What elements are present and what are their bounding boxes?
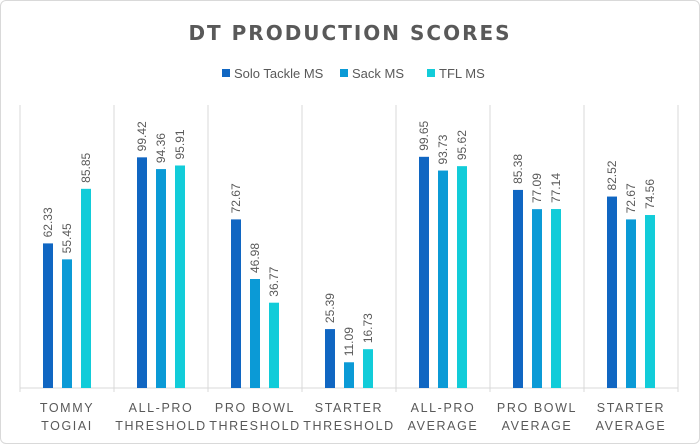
data-label: 95.62 bbox=[455, 130, 469, 160]
bar bbox=[175, 165, 185, 388]
legend: Solo Tackle MS Sack MS TFL MS bbox=[222, 66, 485, 81]
data-label: 77.09 bbox=[530, 173, 544, 203]
data-label: 77.14 bbox=[549, 173, 563, 203]
bar bbox=[532, 209, 542, 388]
data-label: 94.36 bbox=[154, 133, 168, 163]
bar bbox=[325, 329, 335, 388]
data-label: 72.67 bbox=[624, 183, 638, 213]
data-label: 36.77 bbox=[267, 266, 281, 296]
bar bbox=[626, 219, 636, 388]
data-label: 25.39 bbox=[323, 293, 337, 323]
category-label: TOMMY bbox=[40, 401, 94, 415]
bar bbox=[269, 302, 279, 388]
bar bbox=[344, 362, 354, 388]
category-label: THRESHOLD bbox=[209, 419, 301, 433]
category-label: AVERAGE bbox=[502, 419, 573, 433]
category-label: PRO BOWL bbox=[215, 401, 295, 415]
category-label: THRESHOLD bbox=[303, 419, 395, 433]
category-label: ALL-PRO bbox=[129, 401, 194, 415]
bar bbox=[645, 215, 655, 388]
bar bbox=[250, 279, 260, 388]
data-label: 99.65 bbox=[417, 120, 431, 150]
data-label: 85.85 bbox=[79, 152, 93, 182]
data-label: 85.38 bbox=[511, 154, 525, 184]
bar bbox=[438, 170, 448, 388]
chart-title: DT PRODUCTION SCORES bbox=[188, 21, 511, 45]
legend-swatch bbox=[427, 69, 435, 77]
category-label: STARTER bbox=[315, 401, 383, 415]
category-label: ALL-PRO bbox=[411, 401, 476, 415]
category-label: TOGIAI bbox=[41, 419, 93, 433]
data-label: 82.52 bbox=[605, 160, 619, 190]
data-label: 55.45 bbox=[60, 223, 74, 253]
bar bbox=[419, 156, 429, 388]
bar bbox=[607, 196, 617, 388]
bar bbox=[363, 349, 373, 388]
bar bbox=[513, 189, 523, 388]
category-label: PRO BOWL bbox=[497, 401, 577, 415]
data-label: 11.09 bbox=[342, 327, 356, 356]
data-label: 99.42 bbox=[135, 121, 149, 151]
legend-label: TFL MS bbox=[439, 66, 485, 81]
data-label: 72.67 bbox=[229, 183, 243, 213]
bar bbox=[551, 209, 561, 388]
data-label: 93.73 bbox=[436, 134, 450, 164]
bar bbox=[43, 243, 53, 388]
bar bbox=[137, 157, 147, 388]
bar bbox=[457, 166, 467, 388]
data-label: 62.33 bbox=[41, 207, 55, 237]
data-label: 95.91 bbox=[173, 129, 187, 159]
bar bbox=[231, 219, 241, 388]
category-label: STARTER bbox=[597, 401, 665, 415]
data-label: 74.56 bbox=[643, 179, 657, 209]
legend-swatch bbox=[340, 69, 348, 77]
data-label: 16.73 bbox=[361, 313, 375, 343]
category-label: THRESHOLD bbox=[115, 419, 207, 433]
legend-label: Sack MS bbox=[352, 66, 404, 81]
category-label: AVERAGE bbox=[408, 419, 479, 433]
bar bbox=[81, 188, 91, 388]
category-label: AVERAGE bbox=[596, 419, 667, 433]
legend-label: Solo Tackle MS bbox=[234, 66, 324, 81]
legend-swatch bbox=[222, 69, 230, 77]
plot-area: 62.33 55.45 85.85 TOMMY TOGIAI 99.42 94.36 95.9… bbox=[19, 105, 679, 433]
data-label: 46.98 bbox=[248, 243, 262, 273]
bar bbox=[156, 169, 166, 388]
bar bbox=[62, 259, 72, 388]
